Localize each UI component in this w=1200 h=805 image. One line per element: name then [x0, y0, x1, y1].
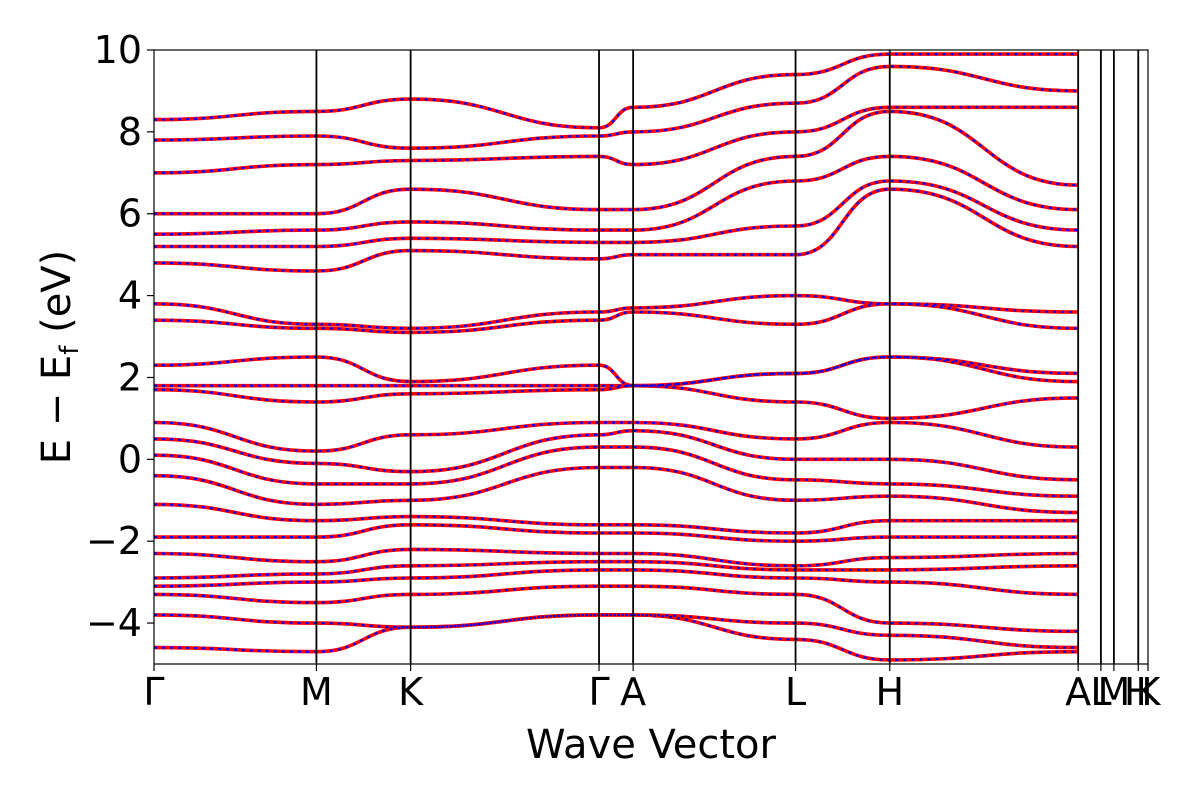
y-tick-label: −2 — [86, 519, 142, 563]
x-tick-label: Γ — [143, 670, 164, 714]
y-tick-label: 4 — [118, 274, 142, 318]
band-line-red — [154, 613, 1079, 650]
y-axis-ticks: −4 −2 0 2 4 6 8 10 — [86, 28, 154, 645]
band-line-red — [154, 445, 1079, 498]
band-line-red — [154, 465, 1079, 515]
band-line-red — [154, 383, 1079, 421]
band-line-red — [154, 355, 1079, 388]
x-tick-label: Γ — [588, 670, 609, 714]
band-line-red — [154, 52, 1079, 130]
band-line-blue — [154, 466, 1079, 514]
band-line-blue — [154, 613, 1079, 649]
x-tick-label: A — [620, 670, 646, 714]
x-tick-label: M — [300, 670, 333, 714]
y-tick-label: 10 — [94, 28, 142, 72]
band-line-red — [154, 428, 1079, 482]
band-line-blue — [154, 446, 1079, 498]
band-line-blue — [154, 429, 1079, 481]
band-line-red — [154, 293, 1079, 331]
band-line-blue — [154, 384, 1079, 420]
x-tick-label: M — [1097, 670, 1130, 714]
band-line-blue — [154, 585, 1079, 633]
x-tick-label: A — [1065, 670, 1091, 714]
band-line-red — [154, 109, 1079, 216]
x-tick-label: K — [398, 670, 424, 714]
y-axis-label-unit: (eV) — [34, 250, 80, 346]
svg-text:E − Ef (eV): E − Ef (eV) — [34, 250, 85, 465]
y-tick-label: −4 — [86, 601, 142, 645]
band-line-blue — [154, 294, 1079, 330]
x-axis-label: Wave Vector — [526, 722, 777, 768]
y-axis-label: E − Ef (eV) — [34, 250, 85, 465]
x-tick-label: H — [1124, 670, 1153, 714]
y-tick-label: 8 — [118, 110, 142, 154]
plot-frame — [153, 49, 1149, 665]
x-tick-label: L — [1090, 670, 1111, 714]
x-tick-label: K — [1136, 670, 1162, 714]
x-tick-label: L — [785, 670, 806, 714]
y-axis-label-sub: f — [55, 345, 85, 355]
y-tick-label: 6 — [118, 192, 142, 236]
bands-layer — [154, 52, 1079, 662]
y-tick-label: 2 — [118, 355, 142, 399]
band-line-red — [154, 301, 1079, 335]
x-tick-label: H — [875, 670, 904, 714]
y-axis-label-main: E − E — [34, 355, 80, 465]
band-line-red — [154, 522, 1079, 544]
high-symmetry-lines — [315, 50, 1140, 664]
y-tick-label: 0 — [118, 437, 142, 481]
band-line-red — [154, 502, 1079, 535]
